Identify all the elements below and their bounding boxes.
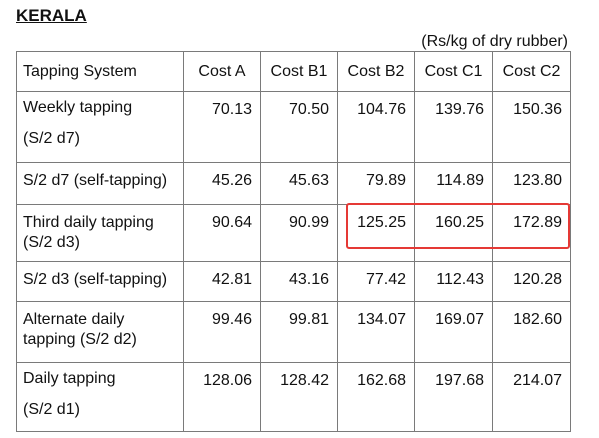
table-row: Weekly tapping (S/2 d7) 70.13 70.50 104.… [16, 91, 571, 163]
cost-a-cell: 70.13 [183, 91, 261, 163]
cost-b2-cell: 134.07 [337, 301, 415, 363]
table-row: Daily tapping (S/2 d1) 128.06 128.42 162… [16, 362, 571, 432]
cost-b1-cell: 90.99 [260, 204, 338, 262]
page-title: KERALA [16, 6, 87, 25]
tapping-system-label: Daily tapping [23, 370, 116, 387]
column-header-tapping-system: Tapping System [16, 51, 184, 92]
tapping-system-cell: Alternate daily tapping (S/2 d2) [16, 301, 184, 363]
cost-b2-cell: 125.25 [337, 204, 415, 262]
cost-c2-cell: 182.60 [492, 301, 571, 363]
table-row: Third daily tapping (S/2 d3) 90.64 90.99… [16, 204, 571, 262]
cost-b2-cell: 79.89 [337, 162, 415, 205]
tapping-system-cell: Third daily tapping (S/2 d3) [16, 204, 184, 262]
cost-c1-cell: 169.07 [414, 301, 493, 363]
highlight-box [346, 203, 570, 249]
table-row: Alternate daily tapping (S/2 d2) 99.46 9… [16, 301, 571, 363]
cost-c2-cell: 123.80 [492, 162, 571, 205]
table-header-row: Tapping System Cost A Cost B1 Cost B2 Co… [16, 51, 571, 92]
tapping-system-code: (S/2 d3) [23, 234, 80, 251]
unit-note: (Rs/kg of dry rubber) [421, 33, 568, 50]
cost-b2-cell: 77.42 [337, 261, 415, 302]
tapping-system-label: S/2 d7 (self-tapping) [23, 172, 168, 189]
tapping-system-cell: S/2 d3 (self-tapping) [16, 261, 184, 302]
tapping-system-label: S/2 d3 (self-tapping) [23, 271, 168, 288]
cost-c2-cell: 150.36 [492, 91, 571, 163]
tapping-system-label: Alternate daily [23, 311, 125, 328]
column-header-cost-b1: Cost B1 [260, 51, 338, 92]
cost-c2-cell: 120.28 [492, 261, 571, 302]
tapping-system-code: (S/2 d1) [23, 401, 80, 418]
cost-c2-cell: 214.07 [492, 362, 571, 432]
cost-c1-cell: 112.43 [414, 261, 493, 302]
cost-b1-cell: 43.16 [260, 261, 338, 302]
tapping-system-label: Third daily tapping [23, 214, 154, 231]
cost-a-cell: 45.26 [183, 162, 261, 205]
cost-c1-cell: 114.89 [414, 162, 493, 205]
cost-b2-cell: 162.68 [337, 362, 415, 432]
cost-b1-cell: 45.63 [260, 162, 338, 205]
cost-c1-cell: 160.25 [414, 204, 493, 262]
cost-b1-cell: 70.50 [260, 91, 338, 163]
table-row: S/2 d7 (self-tapping) 45.26 45.63 79.89 … [16, 162, 571, 205]
cost-a-cell: 99.46 [183, 301, 261, 363]
tapping-system-cell: S/2 d7 (self-tapping) [16, 162, 184, 205]
cost-table: Tapping System Cost A Cost B1 Cost B2 Co… [16, 51, 571, 432]
column-header-cost-a: Cost A [183, 51, 261, 92]
cost-a-cell: 42.81 [183, 261, 261, 302]
cost-c1-cell: 139.76 [414, 91, 493, 163]
table-row: S/2 d3 (self-tapping) 42.81 43.16 77.42 … [16, 261, 571, 302]
tapping-system-code: (S/2 d7) [23, 130, 80, 147]
column-header-cost-c1: Cost C1 [414, 51, 493, 92]
tapping-system-label: Weekly tapping [23, 99, 133, 116]
tapping-system-cell: Daily tapping (S/2 d1) [16, 362, 184, 432]
column-header-cost-b2: Cost B2 [337, 51, 415, 92]
cost-a-cell: 128.06 [183, 362, 261, 432]
cost-b1-cell: 99.81 [260, 301, 338, 363]
cost-a-cell: 90.64 [183, 204, 261, 262]
cost-c1-cell: 197.68 [414, 362, 493, 432]
cost-b1-cell: 128.42 [260, 362, 338, 432]
tapping-system-code: tapping (S/2 d2) [23, 331, 137, 348]
tapping-system-cell: Weekly tapping (S/2 d7) [16, 91, 184, 163]
column-header-cost-c2: Cost C2 [492, 51, 571, 92]
cost-b2-cell: 104.76 [337, 91, 415, 163]
